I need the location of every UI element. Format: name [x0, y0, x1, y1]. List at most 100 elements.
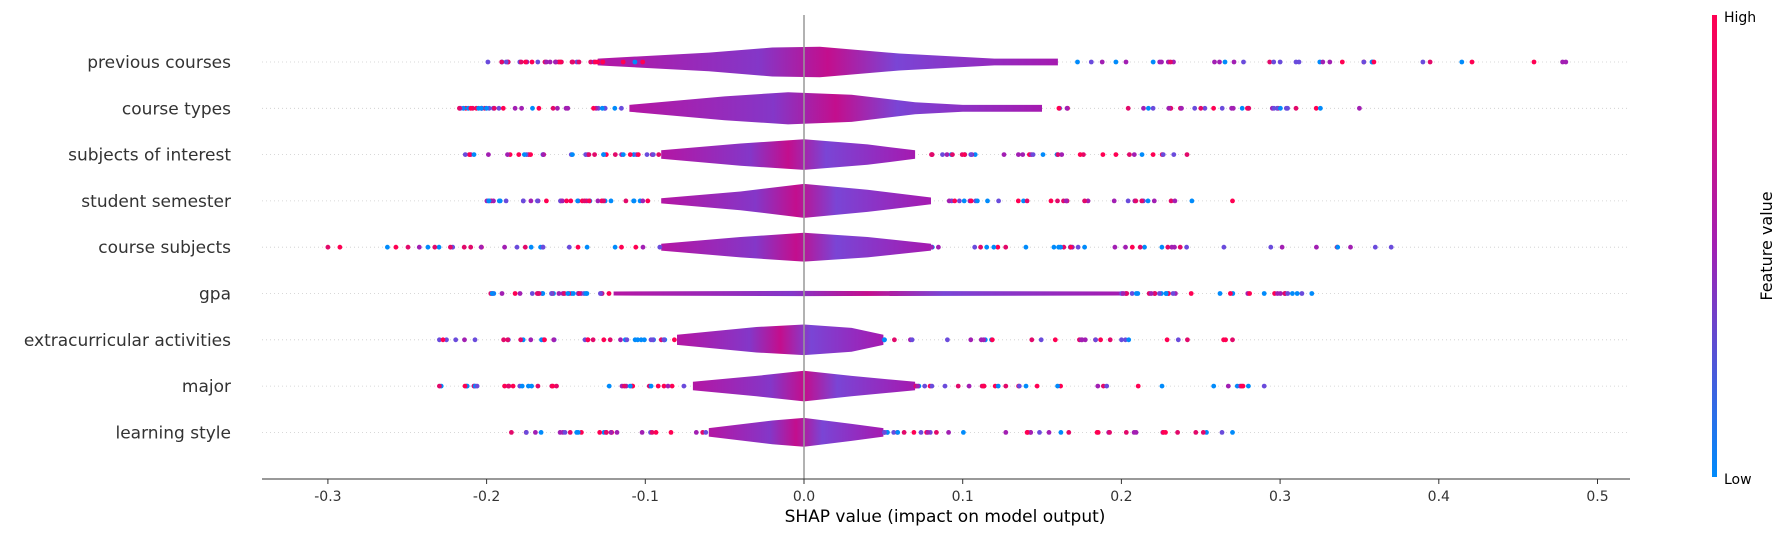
shap-point — [1357, 105, 1362, 111]
shap-point — [1275, 291, 1280, 296]
shap-point — [1339, 59, 1345, 65]
shap-point — [1111, 198, 1117, 204]
shap-point — [1127, 152, 1132, 158]
shap-point — [606, 383, 612, 389]
shap-point — [1185, 337, 1190, 343]
shap-point — [564, 198, 569, 204]
shap-point — [503, 59, 509, 65]
shap-point — [1222, 59, 1228, 65]
shap-point — [1230, 337, 1235, 343]
shap-point — [962, 152, 967, 158]
shap-point — [536, 105, 542, 111]
shap-point — [614, 430, 620, 435]
feature-label: gpa — [199, 285, 231, 305]
shap-point — [505, 383, 511, 389]
shap-point — [632, 59, 638, 65]
shap-point — [623, 198, 629, 204]
shap-point — [635, 152, 641, 158]
shap-point — [337, 244, 343, 250]
shap-point — [1075, 244, 1081, 250]
shap-point — [1164, 337, 1170, 343]
shap-point — [432, 244, 438, 250]
shap-point — [599, 105, 605, 111]
shap-point — [519, 383, 525, 389]
x-tick-label: 0.4 — [1428, 489, 1450, 505]
shap-point — [568, 198, 574, 204]
shap-point — [1095, 383, 1101, 389]
shap-point — [1051, 244, 1057, 250]
shap-point — [550, 105, 556, 111]
shap-point — [440, 337, 446, 343]
shap-point — [1348, 244, 1353, 250]
shap-point — [1093, 337, 1098, 343]
shap-point — [405, 244, 411, 250]
shap-point — [554, 383, 559, 389]
shap-point — [500, 105, 506, 111]
shap-point — [612, 152, 618, 158]
shap-point — [918, 430, 924, 435]
shap-point — [1189, 198, 1195, 204]
shap-point — [570, 152, 575, 158]
shap-point — [612, 105, 618, 111]
shap-point — [585, 337, 591, 343]
shap-point — [1231, 59, 1237, 65]
shap-point — [657, 244, 663, 250]
shap-point — [1079, 337, 1085, 343]
shap-point — [1160, 152, 1166, 158]
shap-point — [621, 383, 627, 389]
shap-point — [1314, 244, 1319, 250]
x-tick-label: 0.5 — [1586, 489, 1608, 505]
shap-point — [1082, 244, 1087, 250]
shap-point — [1278, 105, 1283, 111]
shap-point — [607, 337, 613, 343]
shap-point — [1133, 198, 1139, 204]
shap-point — [385, 244, 390, 250]
shap-point — [940, 152, 945, 158]
shap-point — [631, 198, 636, 204]
shap-point — [1361, 59, 1367, 65]
shap-point — [929, 244, 934, 250]
shap-point — [1123, 244, 1128, 250]
shap-point — [895, 430, 901, 435]
shap-point — [540, 152, 546, 158]
shap-point — [1246, 383, 1251, 389]
shap-point — [1271, 59, 1277, 65]
shap-point — [550, 383, 556, 389]
shap-point — [1184, 244, 1189, 250]
feature-labels: previous courses course types subjects of … — [24, 53, 231, 443]
shap-point — [437, 337, 442, 343]
shap-point — [1112, 244, 1118, 250]
shap-point — [528, 152, 533, 158]
colorbar-gradient — [1712, 15, 1717, 477]
shap-point — [929, 383, 935, 389]
shap-point — [650, 337, 656, 343]
shap-point — [1169, 244, 1175, 250]
shap-point — [1030, 152, 1036, 158]
row-grid — [262, 61, 1630, 433]
shap-point — [1029, 337, 1035, 343]
shap-point — [476, 105, 481, 111]
shap-point — [461, 244, 467, 250]
shap-point — [496, 105, 502, 111]
shap-point — [981, 383, 986, 389]
shap-point — [1294, 291, 1300, 296]
shap-point — [618, 337, 623, 343]
shap-point — [562, 291, 567, 296]
shap-point — [499, 291, 505, 296]
shap-point — [444, 337, 449, 343]
shap-point — [640, 244, 646, 250]
shap-point — [1271, 105, 1277, 111]
shap-point — [393, 244, 399, 250]
shap-point — [619, 105, 624, 111]
shap-point — [672, 337, 677, 343]
shap-point — [530, 105, 535, 111]
violins — [597, 46, 1122, 447]
shap-point — [505, 152, 510, 158]
shap-point — [503, 198, 509, 204]
shap-point — [1202, 105, 1208, 111]
shap-point — [1193, 430, 1199, 435]
shap-point — [681, 383, 687, 389]
shap-point — [557, 59, 563, 65]
shap-point — [961, 430, 966, 435]
shap-point — [566, 244, 572, 250]
